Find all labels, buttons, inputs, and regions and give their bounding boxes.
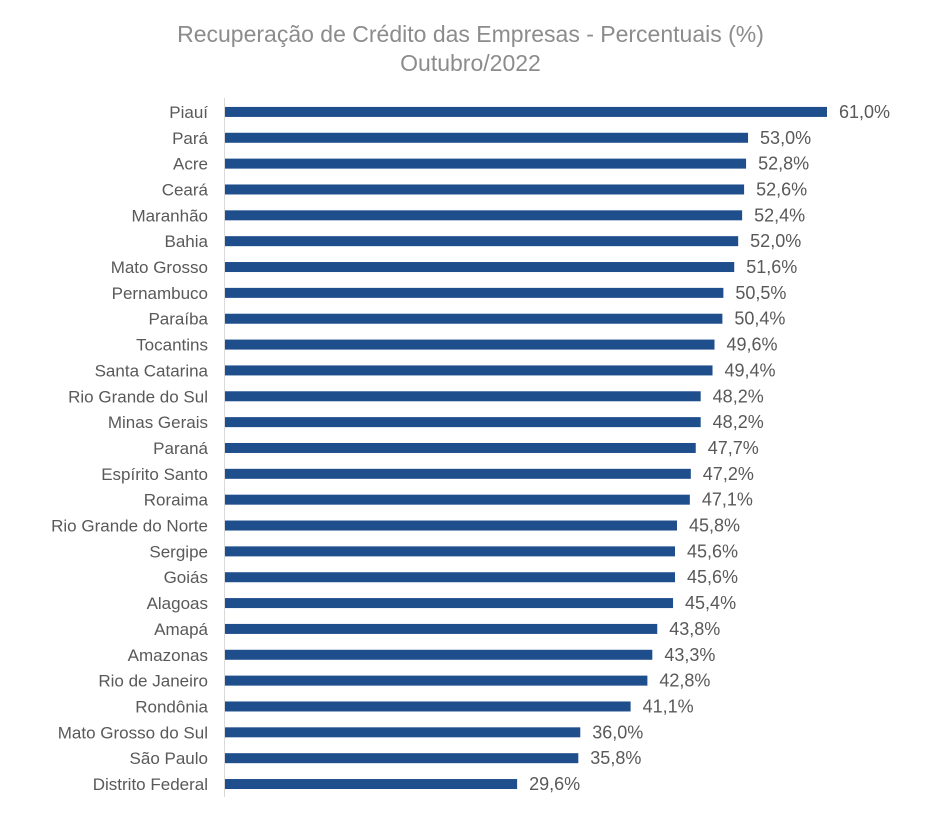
bar (225, 546, 676, 557)
data-label: 53,0% (760, 128, 811, 148)
category-label: São Paulo (130, 749, 208, 768)
category-label: Amazonas (128, 646, 208, 665)
bar (225, 572, 676, 583)
bar (225, 623, 658, 634)
chart-title: Recuperação de Crédito das Empresas - Pe… (177, 21, 764, 47)
bar (225, 468, 691, 479)
bar (225, 339, 715, 350)
category-label: Sergipe (149, 542, 208, 561)
bar (225, 365, 713, 376)
data-label: 29,6% (529, 774, 580, 794)
category-label: Rio Grande do Norte (51, 517, 208, 536)
bar (225, 184, 745, 195)
category-label: Mato Grosso (111, 258, 208, 277)
data-label: 51,6% (746, 257, 797, 277)
category-label: Maranhão (131, 206, 208, 225)
category-label: Rio de Janeiro (98, 672, 208, 691)
category-label: Paraíba (148, 310, 208, 329)
bar (225, 727, 581, 738)
bar (225, 649, 653, 660)
bar (225, 598, 674, 609)
data-label: 52,8% (758, 154, 809, 174)
category-label: Piauí (169, 103, 208, 122)
bar (225, 520, 677, 531)
data-label: 47,1% (702, 490, 753, 510)
bar (225, 132, 749, 143)
category-label: Distrito Federal (93, 775, 208, 794)
category-label: Minas Gerais (108, 413, 208, 432)
bar (225, 106, 827, 117)
data-label: 45,8% (689, 516, 740, 536)
category-label: Santa Catarina (95, 361, 209, 380)
bar (225, 391, 701, 402)
data-label: 48,2% (713, 412, 764, 432)
data-label: 47,2% (703, 464, 754, 484)
bar (225, 442, 696, 453)
bar (225, 779, 518, 790)
bar (225, 417, 701, 428)
chart-subtitle: Outubro/2022 (400, 50, 541, 76)
bar (225, 210, 743, 221)
data-label: 36,0% (592, 722, 643, 742)
data-label: 49,6% (726, 335, 777, 355)
category-label: Ceará (162, 180, 209, 199)
category-label: Pará (172, 129, 208, 148)
category-label: Goiás (164, 568, 208, 587)
category-label: Amapá (154, 620, 208, 639)
data-label: 43,3% (664, 645, 715, 665)
bar (225, 494, 690, 505)
data-label: 42,8% (659, 671, 710, 691)
data-label: 48,2% (713, 386, 764, 406)
data-label: 50,5% (735, 283, 786, 303)
bar (225, 701, 631, 712)
data-label: 43,8% (669, 619, 720, 639)
bar (225, 675, 648, 686)
data-label: 41,1% (643, 696, 694, 716)
data-label: 52,0% (750, 231, 801, 251)
bar (225, 158, 747, 169)
data-label: 47,7% (708, 438, 759, 458)
category-label: Alagoas (147, 594, 208, 613)
bar (225, 313, 723, 324)
category-label: Rondônia (135, 697, 208, 716)
category-label: Mato Grosso do Sul (58, 723, 208, 742)
bar (225, 287, 724, 298)
bar (225, 236, 739, 247)
data-label: 52,6% (756, 179, 807, 199)
category-label: Paraná (153, 439, 208, 458)
category-label: Roraima (144, 491, 209, 510)
data-label: 45,4% (685, 593, 736, 613)
data-label: 45,6% (687, 541, 738, 561)
data-label: 52,4% (754, 205, 805, 225)
category-label: Pernambuco (112, 284, 208, 303)
category-label: Bahia (165, 232, 209, 251)
bar (225, 753, 579, 764)
data-label: 61,0% (839, 102, 890, 122)
data-label: 35,8% (590, 748, 641, 768)
category-label: Rio Grande do Sul (68, 387, 208, 406)
category-label: Acre (173, 155, 208, 174)
category-label: Tocantins (136, 336, 208, 355)
bar (225, 262, 735, 273)
data-label: 49,4% (725, 360, 776, 380)
data-label: 50,4% (734, 309, 785, 329)
category-label: Espírito Santo (101, 465, 208, 484)
data-label: 45,6% (687, 567, 738, 587)
